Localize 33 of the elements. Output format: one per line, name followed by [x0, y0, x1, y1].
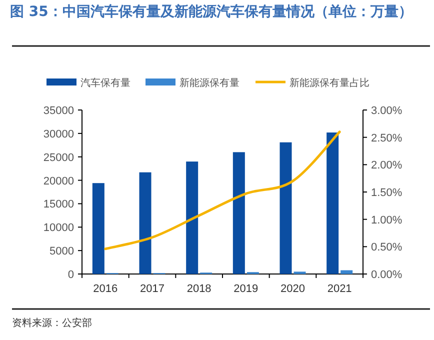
y2-tick-label: 1.00% — [371, 214, 402, 226]
bar — [92, 183, 104, 274]
y-tick-label: 25000 — [43, 152, 74, 164]
y2-tick-label: 2.00% — [371, 160, 402, 172]
x-tick-label: 2018 — [186, 283, 212, 295]
bar — [139, 172, 152, 274]
chart-title: 图 35：中国汽车保有量及新能源汽车保有量情况（单位：万量） — [10, 2, 414, 22]
text: 资料来源：公安部 — [12, 316, 92, 330]
y-tick-label: 30000 — [43, 128, 74, 140]
bar — [326, 132, 339, 274]
legend-label: 新能源保有量 — [180, 77, 240, 89]
y-tick-label: 0 — [68, 269, 74, 281]
y2-tick-label: 3.00% — [371, 105, 402, 117]
y2-tick-label: 0.50% — [371, 242, 402, 254]
y-tick-label: 20000 — [43, 175, 74, 188]
y-tick-label: 35000 — [43, 105, 74, 117]
bar — [280, 142, 292, 274]
bar — [186, 162, 198, 274]
y-tick-label: 5000 — [50, 246, 74, 258]
y2-tick-label: 2.50% — [371, 132, 402, 144]
y-tick-label: 10000 — [43, 222, 74, 234]
x-tick-label: 2017 — [140, 283, 164, 295]
legend-label: 新能源保有量占比 — [290, 77, 370, 89]
x-tick-label: 2020 — [280, 283, 305, 295]
x-tick-label: 2016 — [93, 283, 118, 295]
y2-tick-label: 0.00% — [371, 269, 402, 281]
bar — [232, 152, 245, 274]
x-tick-label: 2019 — [234, 283, 258, 295]
legend-label: 汽车保有量 — [80, 77, 130, 89]
x-tick-label: 2021 — [327, 283, 352, 295]
bar — [340, 270, 353, 274]
y-tick-label: 15000 — [43, 198, 74, 211]
y2-tick-label: 1.50% — [371, 187, 402, 199]
